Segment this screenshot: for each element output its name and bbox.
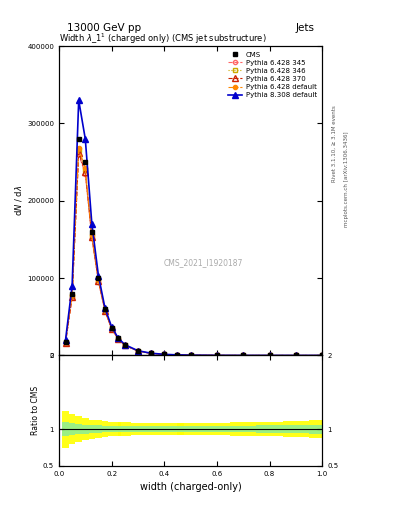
Text: Jets: Jets (296, 23, 314, 33)
Text: Rivet 3.1.10, ≥ 3.1M events: Rivet 3.1.10, ≥ 3.1M events (332, 105, 337, 182)
Y-axis label: $\mathrm{d}N$ / $\mathrm{d}\lambda$: $\mathrm{d}N$ / $\mathrm{d}\lambda$ (13, 185, 24, 217)
Y-axis label: Ratio to CMS: Ratio to CMS (31, 386, 40, 435)
Text: 13000 GeV pp: 13000 GeV pp (67, 23, 141, 33)
Legend: CMS, Pythia 6.428 345, Pythia 6.428 346, Pythia 6.428 370, Pythia 6.428 default,: CMS, Pythia 6.428 345, Pythia 6.428 346,… (226, 50, 319, 100)
Text: Width $\lambda$_1$^1$ (charged only) (CMS jet substructure): Width $\lambda$_1$^1$ (charged only) (CM… (59, 32, 266, 46)
Text: mcplots.cern.ch [arXiv:1306.3436]: mcplots.cern.ch [arXiv:1306.3436] (344, 132, 349, 227)
X-axis label: width (charged-only): width (charged-only) (140, 482, 241, 493)
Text: CMS_2021_I1920187: CMS_2021_I1920187 (164, 258, 243, 267)
